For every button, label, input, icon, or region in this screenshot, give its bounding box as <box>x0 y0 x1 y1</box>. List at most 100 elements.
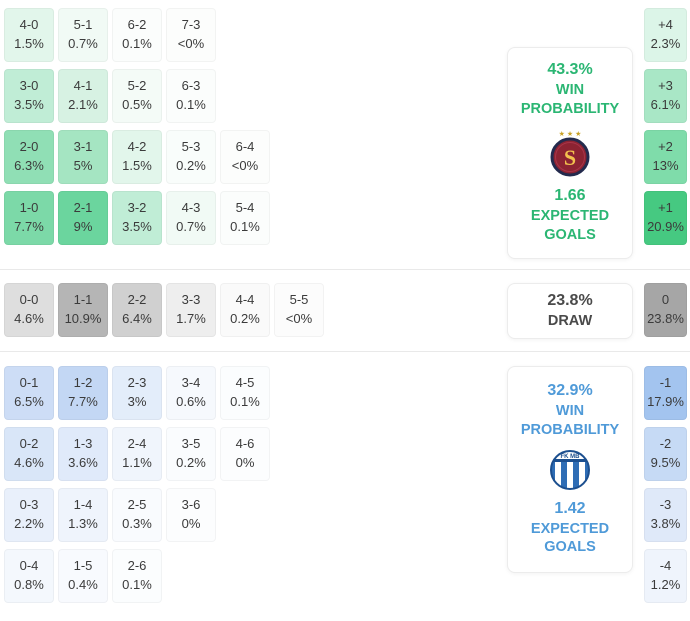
cell-pct: 9.5% <box>650 455 681 470</box>
cell-pct: 7.7% <box>14 219 44 234</box>
cell-score: -4 <box>659 558 672 574</box>
cell-pct: 6.3% <box>14 158 44 173</box>
cell-score: 3-6 <box>181 497 201 513</box>
away-win-probability-value: 32.9% <box>547 381 593 399</box>
cell-pct: 3.5% <box>122 219 152 234</box>
cell-score: 3-4 <box>181 375 201 391</box>
home-score-row: 3-0 3.5% 4-1 2.1% 5-2 0.5% 6-3 0.1% <box>4 69 270 123</box>
cell-score: 7-3 <box>181 17 201 33</box>
score-cell-3-5: 3-5 0.2% <box>166 427 216 481</box>
cell-score: -3 <box>659 497 672 513</box>
cell-score: 2-3 <box>127 375 147 391</box>
cell-pct: 1.5% <box>122 158 152 173</box>
cell-pct: 0% <box>181 516 201 531</box>
score-cell-0-3: 0-3 2.2% <box>4 488 54 542</box>
svg-text:★ ★ ★: ★ ★ ★ <box>559 130 582 138</box>
score-cell-3-6: 3-6 0% <box>166 488 216 542</box>
cell-score: +1 <box>658 200 673 216</box>
score-cell-3-3: 3-3 1.7% <box>166 283 216 337</box>
score-cell-2-0: 2-0 6.3% <box>4 130 54 184</box>
cell-score: 0 <box>661 292 670 308</box>
score-cell-1-4: 1-4 1.3% <box>58 488 108 542</box>
score-cell-0-2: 0-2 4.6% <box>4 427 54 481</box>
cell-score: 4-5 <box>235 375 255 391</box>
cell-score: 4-4 <box>235 292 255 308</box>
score-cell-6-2: 6-2 0.1% <box>112 8 162 62</box>
cell-score: -2 <box>659 436 672 452</box>
cell-pct: 10.9% <box>64 311 102 326</box>
cell-pct: 7.7% <box>68 394 98 409</box>
margin-cell-+2: +2 13% <box>644 130 687 184</box>
home-win-panel: 43.3% WIN PROBABILITY ★ ★ ★ S 1.66 EXPEC… <box>507 47 633 259</box>
cell-score: 3-2 <box>127 200 147 216</box>
score-cell-5-2: 5-2 0.5% <box>112 69 162 123</box>
mlada-boleslav-crest-icon: FK MB <box>550 449 590 490</box>
cell-pct: 5% <box>73 158 93 173</box>
score-cell-3-1: 3-1 5% <box>58 130 108 184</box>
draw-label: DRAW <box>547 312 593 329</box>
cell-pct: 0.1% <box>230 219 260 234</box>
cell-score: 2-1 <box>73 200 93 216</box>
away-score-row: 0-1 6.5% 1-2 7.7% 2-3 3% 3-4 0.6% 4-5 0.1% <box>4 366 270 420</box>
away-score-row: 0-2 4.6% 1-3 3.6% 2-4 1.1% 3-5 0.2% 4-6 0% <box>4 427 270 481</box>
cell-pct: 3.5% <box>14 97 44 112</box>
away-score-grid: 0-1 6.5% 1-2 7.7% 2-3 3% 3-4 0.6% 4-5 0.1% 0-2 4.6%… <box>4 366 270 603</box>
away-score-row: 0-4 0.8% 1-5 0.4% 2-6 0.1% <box>4 549 270 603</box>
cell-score: 1-3 <box>73 436 93 452</box>
cell-score: 3-1 <box>73 139 93 155</box>
cell-score: 4-6 <box>235 436 255 452</box>
home-score-row: 2-0 6.3% 3-1 5% 4-2 1.5% 5-3 0.2% 6-4 <0% <box>4 130 270 184</box>
score-cell-2-6: 2-6 0.1% <box>112 549 162 603</box>
score-cell-1-3: 1-3 3.6% <box>58 427 108 481</box>
cell-score: 4-0 <box>19 17 39 33</box>
home-win-probability-label-line2: PROBABILITY <box>520 101 620 118</box>
home-expected-goals-label-line2: GOALS <box>544 226 596 243</box>
cell-score: 6-2 <box>127 17 147 33</box>
score-cell-3-2: 3-2 3.5% <box>112 191 162 245</box>
margin-cell--4: -4 1.2% <box>644 549 687 603</box>
home-score-row: 4-0 1.5% 5-1 0.7% 6-2 0.1% 7-3 <0% <box>4 8 270 62</box>
cell-score: 1-1 <box>73 292 93 308</box>
cell-score: +4 <box>658 17 673 33</box>
cell-pct: 3% <box>127 394 147 409</box>
away-expected-goals-label-line2: GOALS <box>544 539 596 556</box>
cell-score: 6-4 <box>235 139 255 155</box>
cell-pct: 2.1% <box>68 97 98 112</box>
cell-pct: 9% <box>73 219 93 234</box>
score-cell-1-5: 1-5 0.4% <box>58 549 108 603</box>
cell-pct: 6.5% <box>14 394 44 409</box>
score-cell-6-3: 6-3 0.1% <box>166 69 216 123</box>
margin-cell-0: 0 23.8% <box>644 283 687 337</box>
cell-pct: 0.3% <box>122 516 152 531</box>
cell-score: 2-4 <box>127 436 147 452</box>
cell-pct: 1.7% <box>176 311 206 326</box>
score-cell-6-4: 6-4 <0% <box>220 130 270 184</box>
score-cell-5-4: 5-4 0.1% <box>220 191 270 245</box>
cell-score: 3-3 <box>181 292 201 308</box>
cell-pct: 2.2% <box>14 516 44 531</box>
cell-score: 5-3 <box>181 139 201 155</box>
cell-score: 2-5 <box>127 497 147 513</box>
cell-pct: 0.7% <box>68 36 98 51</box>
cell-pct: <0% <box>285 311 313 326</box>
cell-score: +3 <box>658 78 673 94</box>
cell-pct: 1.2% <box>650 577 681 592</box>
section-divider <box>0 269 690 270</box>
sparta-praha-crest-icon: ★ ★ ★ S <box>550 130 590 177</box>
margin-cell-+4: +4 2.3% <box>644 8 687 62</box>
cell-pct: 2.3% <box>650 36 681 51</box>
score-cell-3-0: 3-0 3.5% <box>4 69 54 123</box>
cell-score: 1-5 <box>73 558 93 574</box>
cell-pct: 0.1% <box>122 36 152 51</box>
cell-score: 6-3 <box>181 78 201 94</box>
away-win-panel: 32.9% WIN PROBABILITY FK MB 1.42 EXPE <box>507 366 633 573</box>
cell-score: 5-4 <box>235 200 255 216</box>
score-cell-1-1: 1-1 10.9% <box>58 283 108 337</box>
cell-pct: 1.1% <box>122 455 152 470</box>
score-cell-1-2: 1-2 7.7% <box>58 366 108 420</box>
home-score-grid: 4-0 1.5% 5-1 0.7% 6-2 0.1% 7-3 <0% 3-0 3.5% 4-1 2.1… <box>4 8 270 245</box>
away-team-logo: FK MB <box>549 449 591 491</box>
score-cell-0-4: 0-4 0.8% <box>4 549 54 603</box>
score-cell-4-1: 4-1 2.1% <box>58 69 108 123</box>
